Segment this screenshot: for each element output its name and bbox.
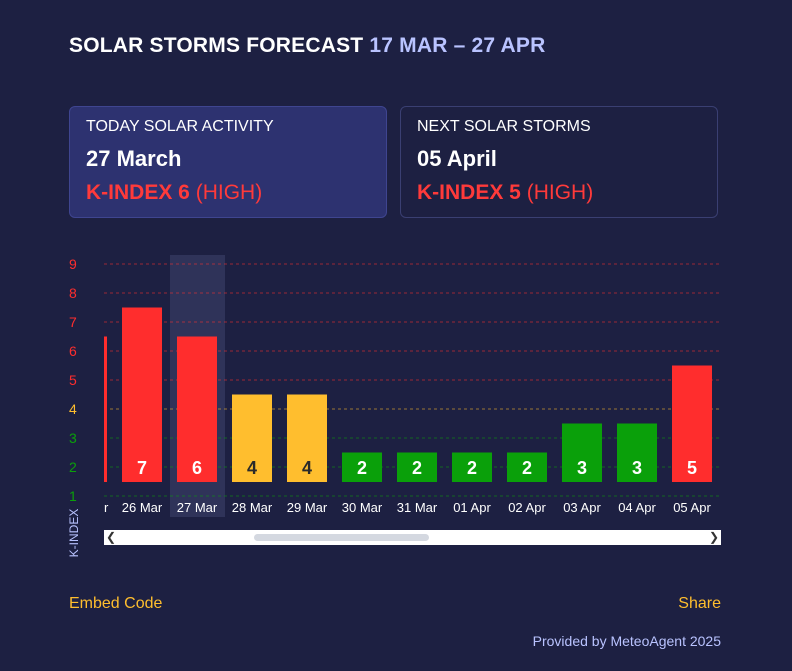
- bar-5: [397, 452, 437, 482]
- next-date: 05 April: [417, 146, 497, 171]
- bar-label-8: 3: [577, 458, 587, 478]
- y-tick-1: 1: [69, 488, 77, 504]
- bar-label-9: 3: [632, 458, 642, 478]
- x-tick-3: 29 Mar: [287, 500, 328, 515]
- bar-2: [232, 394, 272, 482]
- x-tick-1: 27 Mar: [177, 500, 218, 515]
- next-kindex-value: K-INDEX 5: [417, 181, 521, 204]
- embed-code-link[interactable]: Embed Code: [69, 595, 163, 612]
- bar-label-3: 4: [302, 458, 312, 478]
- page-title: SOLAR STORMS FORECAST 17 MAR – 27 APR: [69, 34, 546, 58]
- bar-10: [672, 365, 712, 482]
- bar-0: [122, 307, 162, 482]
- y-tick-9: 9: [69, 256, 77, 272]
- x-tick-7: 02 Apr: [508, 500, 546, 515]
- y-tick-4: 4: [69, 401, 77, 417]
- scroll-left-icon[interactable]: ❮: [105, 530, 117, 544]
- x-tick-8: 03 Apr: [563, 500, 601, 515]
- bar-4: [342, 452, 382, 482]
- bar-7: [507, 452, 547, 482]
- next-level: (HIGH): [526, 181, 594, 204]
- bar-6: [452, 452, 492, 482]
- bar-label-1: 6: [192, 458, 202, 478]
- x-tick-0: 26 Mar: [122, 500, 163, 515]
- next-storms-card: NEXT SOLAR STORMS 05 April K-INDEX 5 (HI…: [400, 106, 718, 218]
- title-text: SOLAR STORMS FORECAST: [69, 34, 364, 57]
- y-tick-7: 7: [69, 314, 77, 330]
- bar-label-2: 4: [247, 458, 257, 478]
- x-tick-partial: r: [104, 500, 109, 515]
- x-tick-10: 05 Apr: [673, 500, 711, 515]
- chart-scrollbar[interactable]: ❮ ❯: [104, 530, 721, 545]
- x-tick-2: 28 Mar: [232, 500, 273, 515]
- today-kindex: K-INDEX 6 (HIGH): [86, 181, 370, 205]
- bar-3: [287, 394, 327, 482]
- y-tick-8: 8: [69, 285, 77, 301]
- y-axis-label: K-INDEX: [67, 508, 81, 558]
- scrollbar-thumb[interactable]: [254, 534, 429, 541]
- bar-label-6: 2: [467, 458, 477, 478]
- y-tick-2: 2: [69, 459, 77, 475]
- bar-8: [562, 423, 602, 482]
- today-card-label: TODAY SOLAR ACTIVITY: [86, 118, 274, 135]
- y-tick-5: 5: [69, 372, 77, 388]
- bar-label-5: 2: [412, 458, 422, 478]
- next-card-label: NEXT SOLAR STORMS: [417, 118, 591, 135]
- x-tick-6: 01 Apr: [453, 500, 491, 515]
- bar-label-7: 2: [522, 458, 532, 478]
- bar-label-0: 7: [137, 458, 147, 478]
- today-level: (HIGH): [195, 181, 263, 204]
- today-date: 27 March: [86, 146, 182, 171]
- scroll-right-icon[interactable]: ❯: [708, 530, 720, 544]
- y-tick-3: 3: [69, 430, 77, 446]
- bar-1: [177, 336, 217, 482]
- date-range: 17 MAR – 27 APR: [369, 34, 546, 57]
- bar-label-10: 5: [687, 458, 697, 478]
- bar-9: [617, 423, 657, 482]
- next-kindex: K-INDEX 5 (HIGH): [417, 181, 701, 205]
- today-activity-card: TODAY SOLAR ACTIVITY 27 March K-INDEX 6 …: [69, 106, 387, 218]
- x-tick-4: 30 Mar: [342, 500, 383, 515]
- partial-bar: [104, 336, 107, 482]
- bar-label-4: 2: [357, 458, 367, 478]
- share-link[interactable]: Share: [678, 595, 721, 612]
- x-tick-5: 31 Mar: [397, 500, 438, 515]
- y-tick-6: 6: [69, 343, 77, 359]
- provided-by: Provided by MeteoAgent 2025: [532, 633, 721, 649]
- today-kindex-value: K-INDEX 6: [86, 181, 190, 204]
- x-tick-9: 04 Apr: [618, 500, 656, 515]
